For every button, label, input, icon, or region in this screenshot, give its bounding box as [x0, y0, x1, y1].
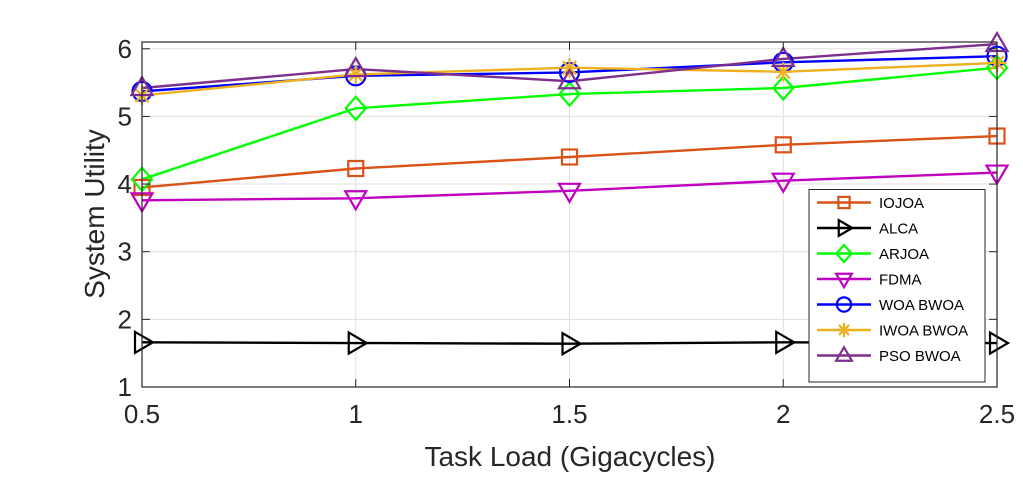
- data-point-triangle-up-marker: [343, 55, 369, 78]
- y-tick-label: 1: [118, 372, 132, 402]
- series-line: [141, 134, 998, 189]
- x-tick-label: 2: [776, 399, 790, 429]
- data-point-circle-marker: [835, 296, 853, 313]
- data-point-triangle-right-marker: [988, 330, 1011, 356]
- data-point-diamond-marker: [835, 243, 853, 264]
- x-tick-label: 0.5: [124, 399, 160, 429]
- data-point-triangle-down-marker: [834, 272, 854, 290]
- y-tick-label: 5: [118, 101, 132, 131]
- data-point-triangle-up-marker: [557, 68, 582, 90]
- x-tick-labels: 0.5 1 1.5 2 2.5: [124, 399, 1015, 429]
- data-point-triangle-up-marker: [834, 345, 854, 362]
- legend-item: PSO BWOA: [817, 345, 961, 365]
- legend-item: WOA BWOA: [817, 296, 964, 314]
- series-line: [141, 66, 998, 181]
- y-tick-label: 6: [118, 34, 132, 64]
- legend-label: WOA BWOA: [879, 297, 964, 314]
- data-point-triangle-down-marker: [343, 190, 369, 212]
- data-point-diamond-marker: [771, 74, 795, 102]
- asterisk-stroke: [348, 66, 364, 82]
- y-tick-labels: 1 2 3 4 5 6: [118, 34, 132, 402]
- axis-ticks: [141, 42, 998, 388]
- data-point-asterisk-marker: [346, 64, 366, 84]
- data-point-triangle-right-marker: [133, 329, 156, 355]
- legend: IOJOA ALCA ARJOA FDMA WOA BWOA IWOA BWOA PSO B…: [808, 189, 986, 383]
- legend-item: IOJOA: [817, 195, 924, 212]
- data-point-triangle-right-marker: [775, 329, 797, 355]
- data-point-triangle-down-marker: [557, 182, 582, 205]
- data-point-square-marker: [347, 159, 365, 178]
- legend-label: ARJOA: [879, 246, 929, 263]
- legend-label: ALCA: [879, 221, 918, 238]
- asterisk-stroke: [838, 324, 850, 336]
- x-tick-label: 1.5: [551, 399, 587, 429]
- data-point-square-marker: [560, 148, 579, 166]
- x-tick-label: 1: [349, 399, 363, 429]
- asterisk-stroke: [775, 64, 791, 80]
- legend-label: IWOA BWOA: [879, 323, 968, 340]
- series-line: [141, 171, 998, 202]
- data-point-diamond-marker: [344, 95, 368, 122]
- data-point-triangle-up-marker: [770, 45, 796, 68]
- legend-item: IWOA BWOA: [817, 323, 968, 340]
- data-point-triangle-right-marker: [347, 330, 369, 356]
- data-point-triangle-down-marker: [770, 172, 796, 194]
- asterisk-stroke: [562, 60, 577, 76]
- legend-item: FDMA: [817, 272, 922, 290]
- data-point-square-marker: [774, 136, 792, 154]
- x-tick-label: 2.5: [979, 399, 1015, 429]
- data-point-asterisk-marker: [560, 58, 579, 78]
- data-point-asterisk-marker: [836, 322, 852, 338]
- y-axis-label: System Utility: [79, 129, 110, 299]
- legend-label: FDMA: [879, 272, 922, 289]
- y-tick-label: 2: [118, 304, 132, 334]
- y-tick-label: 4: [118, 169, 132, 199]
- data-point-triangle-right-marker: [561, 331, 583, 357]
- data-point-diamond-marker: [558, 80, 581, 108]
- legend-label: IOJOA: [879, 195, 924, 212]
- legend-item: ALCA: [817, 218, 918, 238]
- data-point-triangle-right-marker: [837, 218, 855, 238]
- x-axis-label: Task Load (Gigacycles): [424, 441, 715, 472]
- legend-item: ARJOA: [817, 243, 929, 264]
- data-point-square-marker: [837, 195, 851, 210]
- y-tick-label: 3: [118, 237, 132, 267]
- legend-label: PSO BWOA: [879, 348, 961, 365]
